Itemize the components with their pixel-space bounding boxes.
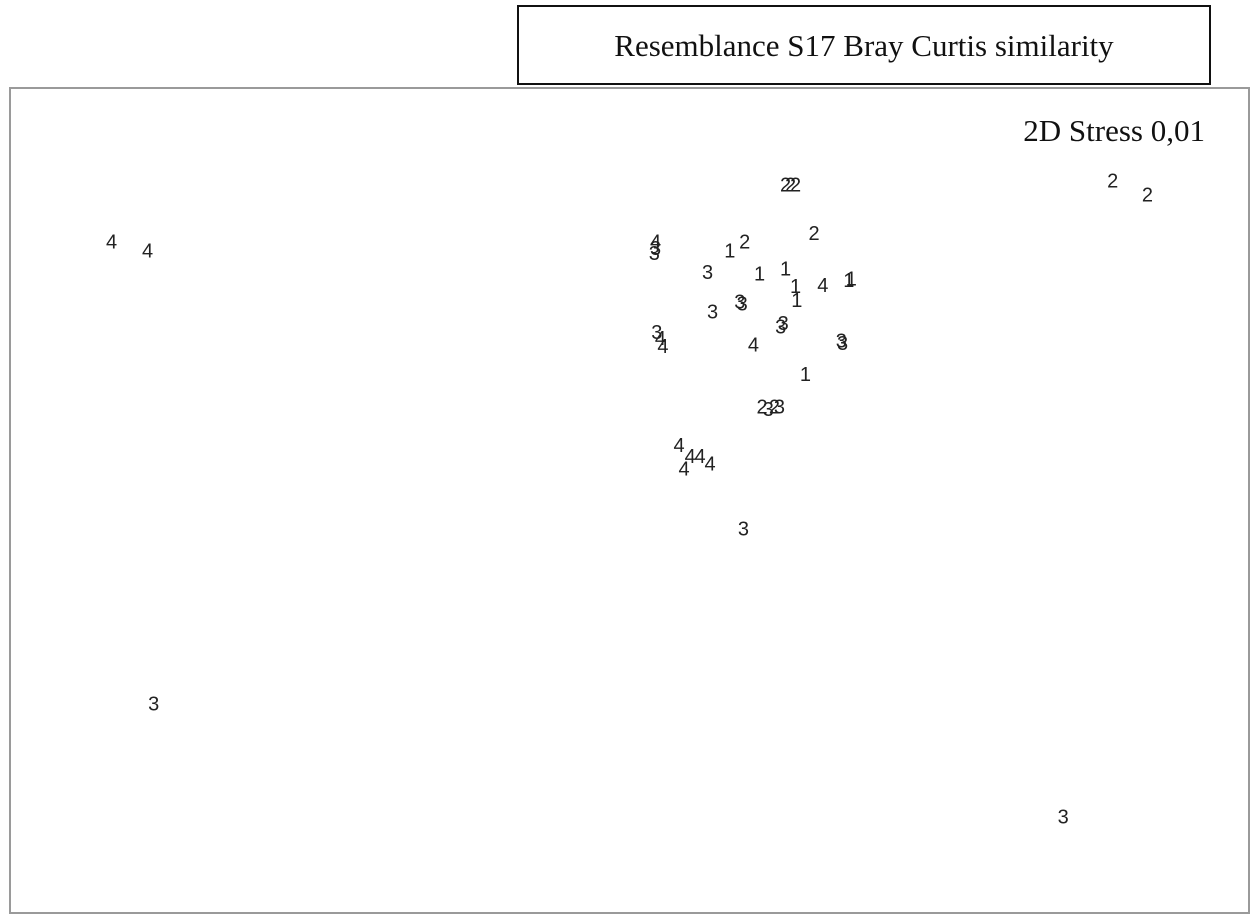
sample-point: 1 xyxy=(724,240,735,262)
sample-point: 4 xyxy=(748,335,759,357)
sample-point: 3 xyxy=(738,518,749,540)
sample-point: 2 xyxy=(1142,184,1153,206)
sample-point: 1 xyxy=(754,264,765,286)
sample-point: 4 xyxy=(685,446,696,468)
sample-point: 3 xyxy=(837,333,848,355)
title-box xyxy=(517,5,1211,85)
sample-point: 3 xyxy=(707,302,718,324)
sample-point: 3 xyxy=(763,399,774,421)
sample-point: 2 xyxy=(739,231,750,253)
sample-point: 3 xyxy=(775,316,786,338)
sample-point: 4 xyxy=(650,231,661,253)
plot-frame xyxy=(9,87,1250,914)
sample-point: 3 xyxy=(1058,806,1069,828)
stress-annotation: 2D Stress 0,01 xyxy=(1023,113,1205,148)
sample-point: 4 xyxy=(106,231,117,253)
sample-point: 1 xyxy=(843,270,854,292)
sample-point: 4 xyxy=(657,336,668,358)
sample-point: 2 xyxy=(785,174,796,196)
sample-point: 4 xyxy=(655,328,666,350)
sample-point: 1 xyxy=(790,276,801,298)
sample-point: 4 xyxy=(817,275,828,297)
sample-point: 2 xyxy=(769,396,780,418)
sample-point: 3 xyxy=(836,330,847,352)
sample-point: 2 xyxy=(809,223,820,245)
sample-point: 4 xyxy=(142,240,153,262)
sample-point: 1 xyxy=(846,269,857,291)
sample-point: 3 xyxy=(734,292,745,314)
sample-point: 2 xyxy=(1107,170,1118,192)
sample-point: 4 xyxy=(695,446,706,468)
sample-point: 1 xyxy=(800,364,811,386)
sample-point: 2 xyxy=(780,174,791,196)
sample-point: 4 xyxy=(704,453,715,475)
sample-point: 1 xyxy=(791,290,802,312)
chart-title: Resemblance S17 Bray Curtis similarity xyxy=(614,28,1114,63)
sample-point: 3 xyxy=(650,238,661,260)
sample-point: 3 xyxy=(774,396,785,418)
sample-point: 3 xyxy=(778,313,789,335)
sample-point: 3 xyxy=(702,262,713,284)
sample-point: 2 xyxy=(757,396,768,418)
sample-point: 1 xyxy=(780,259,791,281)
sample-point: 2 xyxy=(790,174,801,196)
sample-point: 4 xyxy=(673,435,684,457)
sample-point: 3 xyxy=(651,322,662,344)
sample-point: 3 xyxy=(148,693,159,715)
sample-point: 3 xyxy=(649,243,660,265)
sample-point: 3 xyxy=(737,293,748,315)
sample-point: 4 xyxy=(678,458,689,480)
